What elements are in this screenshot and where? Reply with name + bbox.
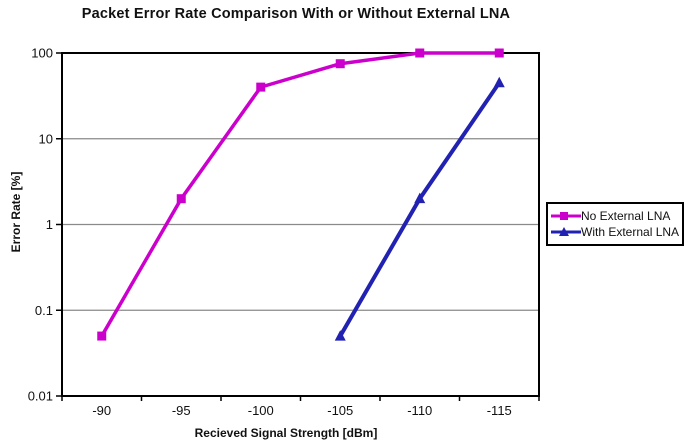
x-tick-label: -110 bbox=[407, 403, 432, 418]
data-point-marker-no-external-lna bbox=[494, 48, 504, 58]
y-tick-label: 1 bbox=[46, 217, 53, 232]
series-line-no-external-lna bbox=[100, 51, 501, 338]
legend-label-no-external-lna: No External LNA bbox=[581, 209, 671, 223]
legend-swatch-svg bbox=[551, 212, 581, 220]
legend-item-no-external-lna: No External LNA bbox=[551, 208, 680, 224]
legend-marker-with-external-lna-icon bbox=[551, 226, 581, 238]
series-line-with-external-lna bbox=[338, 80, 502, 339]
data-point-marker-with-external-lna bbox=[493, 76, 505, 88]
legend-label-with-external-lna: With External LNA bbox=[581, 225, 680, 239]
data-point-marker-no-external-lna bbox=[415, 48, 425, 58]
data-point-marker-no-external-lna bbox=[97, 331, 107, 341]
x-tick-label: -95 bbox=[172, 403, 191, 418]
legend-item-with-external-lna: With External LNA bbox=[551, 224, 680, 240]
data-point-marker-no-external-lna bbox=[335, 59, 345, 69]
legend-marker-no-external-lna-icon bbox=[551, 210, 581, 222]
chart-title: Packet Error Rate Comparison With or Wit… bbox=[81, 6, 511, 22]
data-point-marker-no-external-lna bbox=[176, 194, 186, 204]
data-point-marker-with-external-lna bbox=[414, 192, 426, 204]
y-tick-label: 0.1 bbox=[35, 303, 53, 318]
legend: No External LNA With External LNA bbox=[546, 202, 684, 246]
x-axis-title: Recieved Signal Strength [dBm] bbox=[194, 426, 378, 440]
y-axis-title: Error Rate [%] bbox=[9, 171, 23, 253]
data-point-marker-no-external-lna bbox=[256, 82, 266, 92]
x-tick-label: -90 bbox=[92, 403, 111, 418]
x-tick-label: -100 bbox=[248, 403, 274, 418]
x-tick-label: -105 bbox=[327, 403, 353, 418]
y-tick-label: 10 bbox=[39, 131, 53, 146]
data-point-marker-with-external-lna bbox=[334, 330, 346, 341]
legend-swatch-svg bbox=[551, 227, 581, 236]
x-tick-label: -115 bbox=[487, 403, 512, 418]
y-tick-label: 100 bbox=[31, 46, 53, 61]
y-tick-label: 0.01 bbox=[28, 389, 53, 404]
